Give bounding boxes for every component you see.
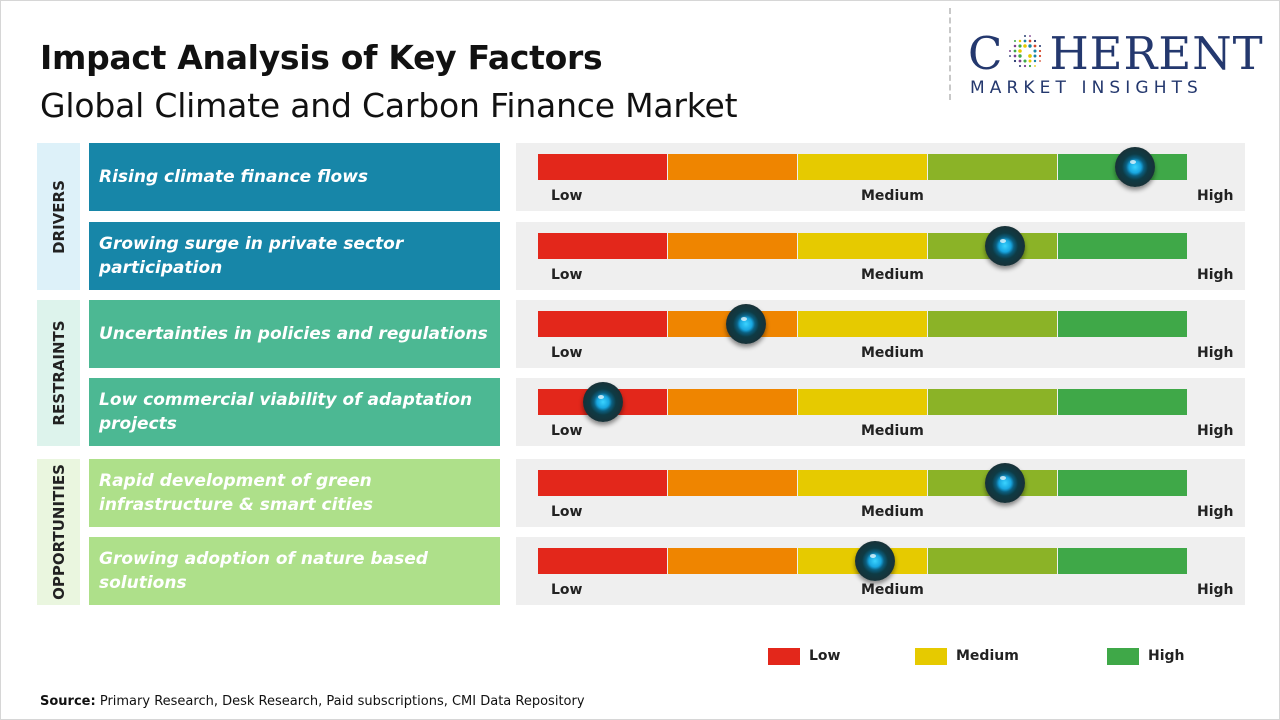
- factor-label: Uncertainties in policies and regulation…: [89, 300, 500, 368]
- logo-tagline: MARKET INSIGHTS: [970, 78, 1203, 98]
- header-divider: [949, 8, 951, 100]
- source-label: Source:: [40, 694, 96, 709]
- scale-segment: [798, 470, 927, 496]
- scale-segment: [538, 154, 667, 180]
- scale-label-low: Low: [551, 582, 583, 598]
- factor-label: Low commercial viability of adaptation p…: [89, 378, 500, 446]
- scale-segment: [668, 548, 797, 574]
- scale-label-high: High: [1197, 267, 1234, 283]
- page-subtitle: Global Climate and Carbon Finance Market: [40, 86, 738, 125]
- scale-segment: [1058, 311, 1187, 337]
- impact-marker: [582, 382, 623, 422]
- page-title: Impact Analysis of Key Factors: [40, 38, 603, 77]
- factor-label: Growing adoption of nature based solutio…: [89, 537, 500, 605]
- scale-segment: [538, 470, 667, 496]
- legend-label-low: Low: [809, 648, 841, 664]
- logo-wordmark: C HERENT: [968, 27, 1264, 80]
- factor-label: Rising climate finance flows: [89, 143, 500, 211]
- logo-globe-icon: [1009, 35, 1042, 68]
- factor-label: Rapid development of green infrastructur…: [89, 459, 500, 527]
- factor-label: Growing surge in private sector particip…: [89, 222, 500, 290]
- scale-label-medium: Medium: [861, 267, 924, 283]
- legend-label-high: High: [1148, 648, 1185, 664]
- scale-segment: [668, 389, 797, 415]
- impact-marker: [985, 463, 1026, 503]
- scale-label-high: High: [1197, 504, 1234, 520]
- scale-label-low: Low: [551, 345, 583, 361]
- scale-label-medium: Medium: [861, 582, 924, 598]
- scale-label-low: Low: [551, 423, 583, 439]
- legend-swatch-medium: [915, 648, 947, 665]
- scale-segment: [1058, 233, 1187, 259]
- category-label: OPPORTUNITIES: [49, 464, 68, 600]
- scale-label-medium: Medium: [861, 423, 924, 439]
- legend-swatch-high: [1107, 648, 1139, 665]
- scale-label-low: Low: [551, 188, 583, 204]
- scale-segment: [538, 311, 667, 337]
- scale-segment: [798, 154, 927, 180]
- scale-segment: [1058, 548, 1187, 574]
- impact-marker: [855, 541, 896, 581]
- scale-label-high: High: [1197, 345, 1234, 361]
- scale-segment: [668, 470, 797, 496]
- scale-label-high: High: [1197, 582, 1234, 598]
- scale-label-high: High: [1197, 423, 1234, 439]
- scale-label-low: Low: [551, 504, 583, 520]
- scale-segment: [668, 154, 797, 180]
- scale-segment: [798, 311, 927, 337]
- scale-label-medium: Medium: [861, 504, 924, 520]
- scale-segment: [798, 233, 927, 259]
- scale-segment: [538, 233, 667, 259]
- scale-segment: [928, 154, 1057, 180]
- scale-segment: [798, 389, 927, 415]
- source-text: Primary Research, Desk Research, Paid su…: [99, 694, 585, 709]
- scale-label-low: Low: [551, 267, 583, 283]
- legend-swatch-low: [768, 648, 800, 665]
- impact-marker: [1115, 147, 1156, 187]
- category-label: DRIVERS: [49, 179, 68, 254]
- scale-segment: [928, 389, 1057, 415]
- scale-segment: [928, 311, 1057, 337]
- impact-marker: [725, 304, 766, 344]
- category-restraints: RESTRAINTS: [37, 300, 80, 446]
- scale-label-medium: Medium: [861, 188, 924, 204]
- scale-segment: [928, 548, 1057, 574]
- scale-segment: [1058, 389, 1187, 415]
- source-note: Source: Primary Research, Desk Research,…: [40, 694, 585, 709]
- scale-label-high: High: [1197, 188, 1234, 204]
- scale-segment: [668, 233, 797, 259]
- scale-segment: [1058, 470, 1187, 496]
- scale-segment: [538, 548, 667, 574]
- category-opportunities: OPPORTUNITIES: [37, 459, 80, 605]
- category-label: RESTRAINTS: [49, 320, 68, 426]
- impact-marker: [985, 226, 1026, 266]
- company-logo: C HERENT MARKET INSIGHTS: [968, 30, 1263, 100]
- scale-label-medium: Medium: [861, 345, 924, 361]
- category-drivers: DRIVERS: [37, 143, 80, 290]
- legend-label-medium: Medium: [956, 648, 1019, 664]
